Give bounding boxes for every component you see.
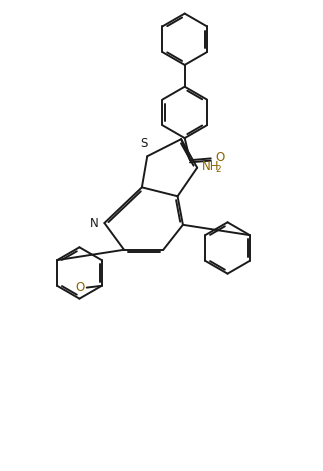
Text: S: S — [141, 137, 148, 150]
Text: 2: 2 — [216, 165, 221, 174]
Text: O: O — [76, 281, 85, 294]
Text: N: N — [90, 217, 99, 229]
Text: O: O — [215, 151, 224, 164]
Text: NH: NH — [202, 161, 219, 173]
